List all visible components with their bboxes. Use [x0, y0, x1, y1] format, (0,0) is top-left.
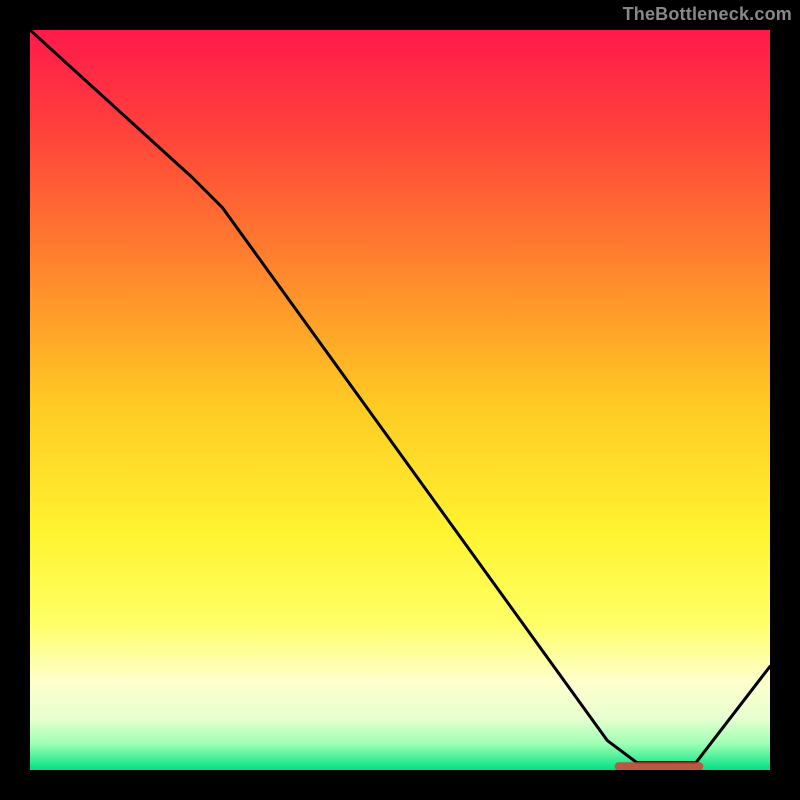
plot-svg: [30, 30, 770, 770]
plot-area: [30, 30, 770, 770]
watermark-text: TheBottleneck.com: [623, 4, 792, 25]
gradient-background: [30, 30, 770, 770]
chart-container: TheBottleneck.com: [0, 0, 800, 800]
optimal-range-marker: [615, 762, 704, 770]
